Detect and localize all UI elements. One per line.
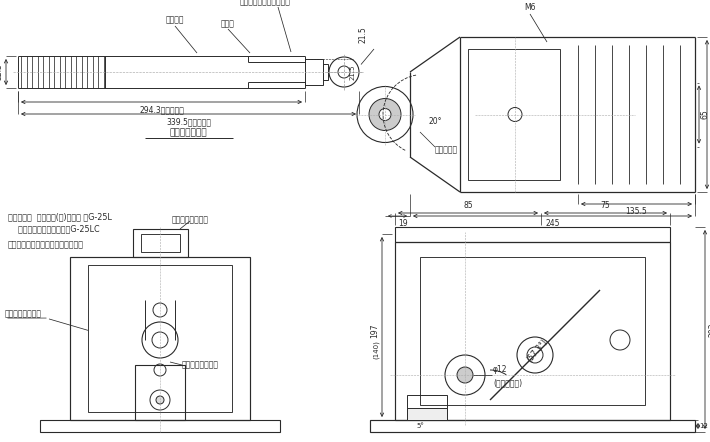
- Text: ストッパ: ストッパ: [165, 15, 185, 24]
- Text: 75: 75: [601, 201, 611, 210]
- Circle shape: [457, 367, 473, 383]
- Bar: [70, 257, 250, 420]
- Circle shape: [379, 108, 391, 121]
- Text: ２．専用操作レバーが付属します。: ２．専用操作レバーが付属します。: [8, 240, 84, 249]
- Text: 65: 65: [701, 110, 710, 119]
- Text: 294.3（最縮長）: 294.3（最縮長）: [139, 105, 184, 114]
- Text: 135.5: 135.5: [626, 207, 648, 216]
- Text: リリーススクリュ: リリーススクリュ: [182, 361, 219, 370]
- Text: 21.5: 21.5: [359, 26, 368, 43]
- Text: 245: 245: [545, 219, 559, 228]
- Text: リリーススクリュ差込口: リリーススクリュ差込口: [240, 0, 291, 6]
- Text: 339.5（最伸長）: 339.5（最伸長）: [166, 117, 211, 126]
- Bar: [407, 395, 447, 420]
- Text: 85: 85: [463, 201, 473, 210]
- Text: レバー回転: レバー回転: [435, 145, 458, 155]
- Bar: [468, 49, 560, 180]
- Text: 伸縮式: 伸縮式: [221, 19, 235, 28]
- Bar: [323, 64, 328, 80]
- Bar: [40, 420, 280, 432]
- Bar: [141, 234, 180, 252]
- Text: 19: 19: [398, 219, 408, 228]
- Bar: [370, 420, 695, 432]
- Text: 5°: 5°: [416, 423, 424, 429]
- Text: 注１．型式  標準塗装(赤)タイプ ：G-25L: 注１．型式 標準塗装(赤)タイプ ：G-25L: [8, 212, 112, 221]
- Bar: [135, 365, 185, 420]
- Bar: [407, 408, 447, 420]
- Text: 21.5: 21.5: [350, 64, 356, 80]
- Bar: [305, 59, 323, 85]
- Bar: [133, 229, 187, 257]
- Text: オイルフィリング: オイルフィリング: [5, 309, 42, 319]
- Text: (140): (140): [373, 341, 379, 359]
- Circle shape: [369, 99, 401, 130]
- Text: 操作レバー差込口: 操作レバー差込口: [172, 216, 209, 225]
- Text: 12: 12: [699, 423, 708, 429]
- Bar: [395, 227, 670, 242]
- Text: 197: 197: [370, 324, 379, 338]
- Bar: [420, 257, 645, 405]
- Bar: [88, 265, 232, 412]
- Text: 専用操作レバー: 専用操作レバー: [170, 128, 207, 137]
- Text: (57.3°): (57.3°): [525, 337, 549, 363]
- Text: φ12: φ12: [493, 366, 508, 374]
- Text: M6: M6: [524, 3, 536, 12]
- Text: (ピストン径): (ピストン径): [493, 378, 522, 388]
- Text: 32.3: 32.3: [0, 64, 3, 80]
- Circle shape: [156, 396, 164, 404]
- Text: 203: 203: [708, 322, 710, 337]
- Text: 20°: 20°: [428, 118, 442, 126]
- Text: ニッケルめっきタイプ：G-25LC: ニッケルめっきタイプ：G-25LC: [8, 224, 99, 233]
